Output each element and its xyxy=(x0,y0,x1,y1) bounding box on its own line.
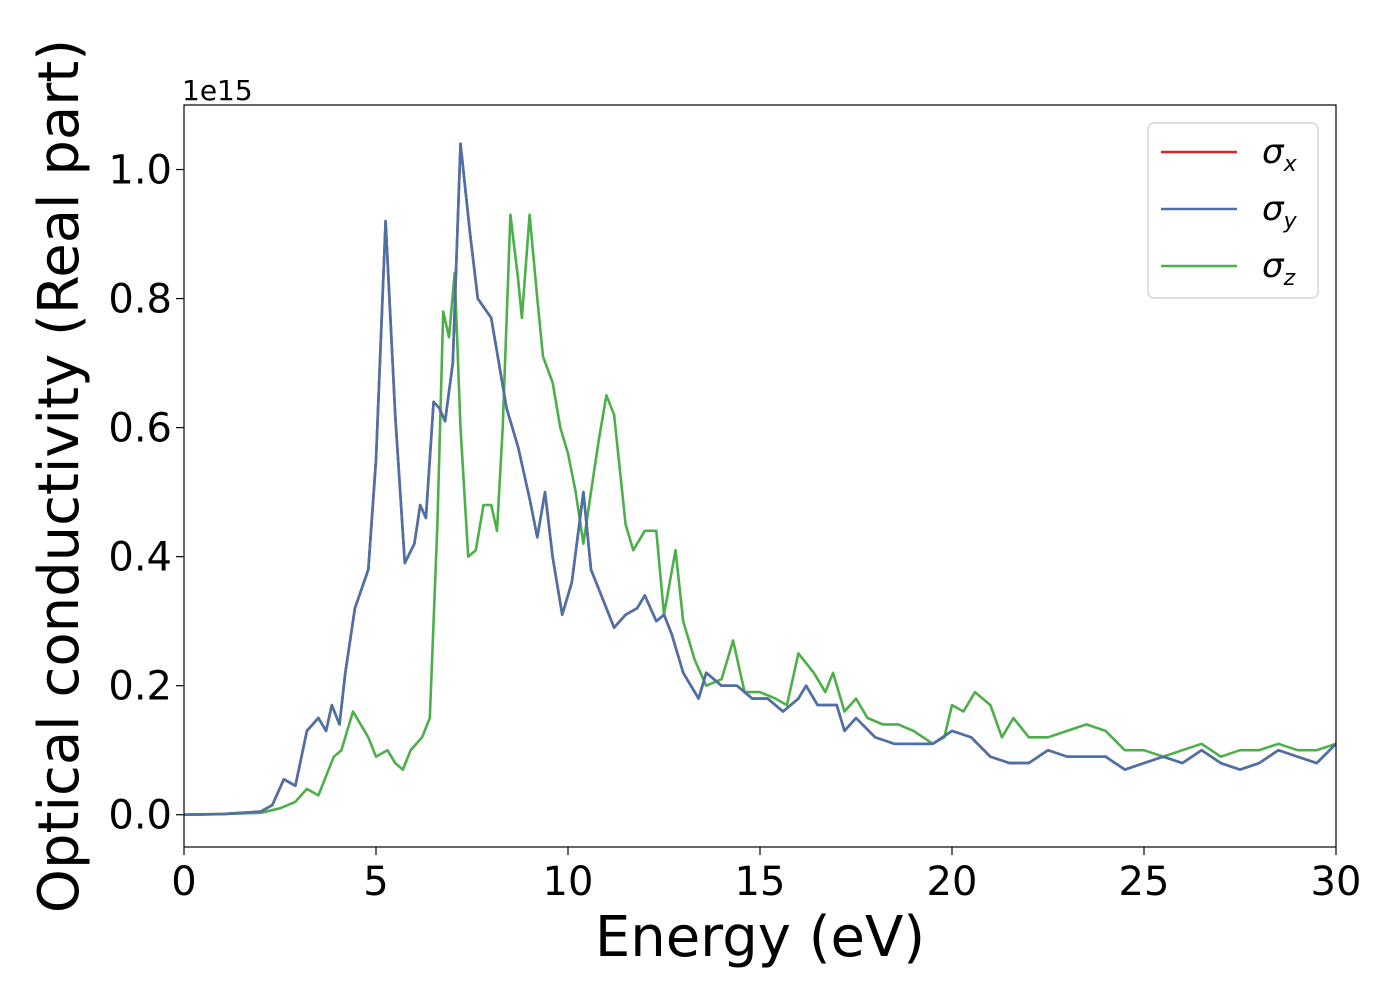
y-tick-label: 0.4 xyxy=(108,535,172,581)
legend-label-y: σy xyxy=(1262,189,1298,234)
x-tick-label: 10 xyxy=(543,859,594,905)
series-line-y xyxy=(184,142,1336,816)
x-tick-label: 20 xyxy=(927,859,978,905)
y-axis: 0.0 0.2 0.4 0.6 0.8 1.0 xyxy=(108,148,184,839)
x-tick-label: 15 xyxy=(735,859,786,905)
y-tick-label: 0.6 xyxy=(108,406,172,452)
x-tick-label: 30 xyxy=(1311,859,1362,905)
legend-frame xyxy=(1147,122,1319,299)
legend-symbol: σ xyxy=(1262,189,1285,229)
series-line-z xyxy=(184,213,1336,816)
x-tick-label: 25 xyxy=(1119,859,1170,905)
legend-subscript: z xyxy=(1283,266,1296,291)
y-tick-label: 0.2 xyxy=(108,664,172,710)
legend-subscript: y xyxy=(1283,209,1298,234)
legend-label-x: σx xyxy=(1262,132,1298,177)
y-axis-title: Optical conductivity (Real part) xyxy=(27,39,92,913)
legend-subscript: x xyxy=(1283,152,1298,177)
x-axis: 0 5 10 15 20 25 30 xyxy=(171,847,1361,905)
y-tick-label: 0.8 xyxy=(108,277,172,323)
y-tick-label: 1.0 xyxy=(108,148,172,194)
legend-label-z: σz xyxy=(1262,246,1296,291)
legend-symbol: σ xyxy=(1262,246,1285,286)
x-axis-title: Energy (eV) xyxy=(595,905,925,970)
legend-symbol: σ xyxy=(1262,132,1285,172)
series-layer xyxy=(184,142,1336,816)
x-tick-label: 0 xyxy=(171,859,196,905)
y-tick-label: 0.0 xyxy=(108,793,172,839)
y-offset-label: 1e15 xyxy=(182,74,253,107)
x-tick-label: 5 xyxy=(363,859,388,905)
